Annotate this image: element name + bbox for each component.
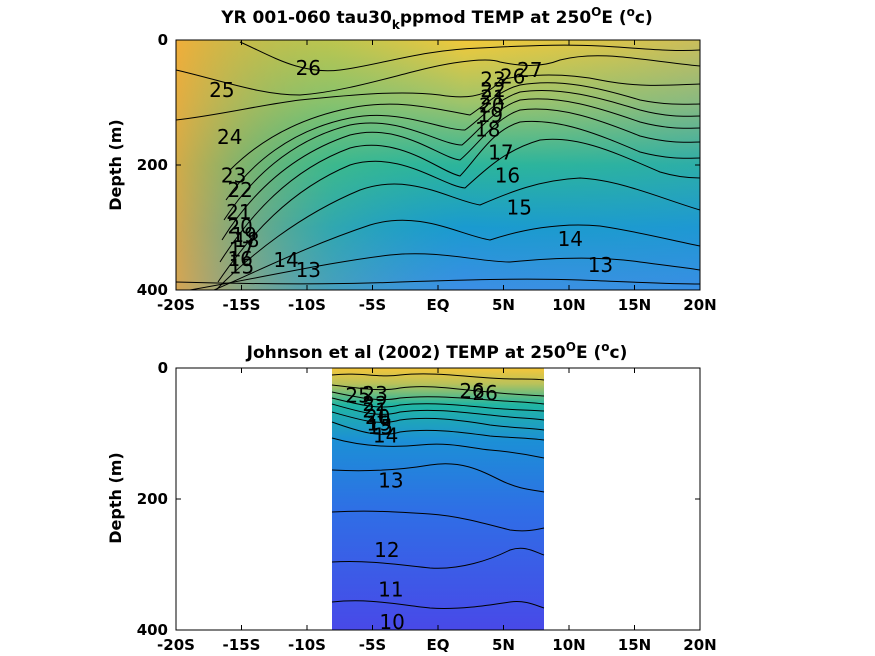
contour-label: 14 (373, 423, 398, 447)
x-tick-label: -15S (223, 296, 261, 314)
panel-1-field-shade (176, 40, 700, 290)
contour-label: 27 (517, 58, 542, 82)
contour-label: 25 (345, 384, 370, 408)
contour-label: 18 (234, 228, 259, 252)
panel-2-ticks: -20S -15S -10S -5S EQ 5N 10N 15N 20N 0 200 400 (137, 359, 717, 654)
contour-label: 21 (226, 200, 251, 224)
y-tick-label: 200 (137, 490, 168, 508)
contour-label: 26 (459, 379, 484, 403)
panel-2-field (332, 368, 544, 630)
panel-2-contour-lines (331, 373, 545, 609)
x-tick-label: 10N (552, 296, 585, 314)
panel-1: YR 001-060 tau30kppmod TEMP at 250OE (oc… (106, 5, 717, 314)
x-tick-label: EQ (427, 636, 450, 654)
contour-label: 17 (488, 141, 513, 165)
x-tick-label: 10N (552, 636, 585, 654)
contour-label: 25 (209, 78, 234, 102)
contour-label: 22 (227, 178, 252, 202)
y-tick-label: 0 (158, 31, 168, 49)
contour-label: 21 (480, 86, 505, 110)
contour-label: 23 (480, 67, 505, 91)
contour-label: 20 (479, 94, 504, 118)
x-tick-label: 20N (683, 636, 716, 654)
contour-label: 13 (296, 258, 321, 282)
panel-2-title: Johnson et al (2002) TEMP at 250OE (oc) (246, 340, 628, 363)
panel-2-ylabel: Depth (m) (106, 452, 125, 544)
x-tick-label: 15N (618, 296, 651, 314)
panel-1-ticks: -20S -15S -10S -5S EQ 5N 10N 15N 20N 0 200 400 (137, 31, 717, 314)
contour-label: 26 (500, 64, 525, 88)
contour-label: 20 (227, 214, 252, 238)
contour-label: 19 (478, 103, 503, 127)
contour-label: 23 (362, 382, 387, 406)
x-tick-label: -10S (288, 296, 326, 314)
contour-label: 26 (296, 56, 321, 80)
x-tick-label: 15N (618, 636, 651, 654)
x-tick-label: 5N (492, 636, 515, 654)
contour-label: 15 (368, 415, 393, 439)
contour-label: 14 (558, 227, 583, 251)
y-tick-label: 0 (158, 359, 168, 377)
x-tick-label: EQ (427, 296, 450, 314)
contour-label: 12 (374, 538, 399, 562)
contour-label: 11 (378, 577, 403, 601)
x-tick-label: 5N (492, 296, 515, 314)
panel-1-title: YR 001-060 tau30kppmod TEMP at 250OE (oc… (220, 5, 653, 32)
contour-label: 24 (217, 125, 242, 149)
contour-label: 13 (588, 253, 613, 277)
contour-label: 20 (365, 405, 390, 429)
x-tick-label: -15S (223, 636, 261, 654)
y-tick-label: 200 (137, 156, 168, 174)
x-tick-label: -20S (157, 636, 195, 654)
contour-label: 13 (378, 469, 403, 493)
contour-label: 15 (506, 196, 531, 220)
y-tick-label: 400 (137, 281, 168, 299)
x-tick-label: 20N (683, 296, 716, 314)
contour-label: 18 (475, 117, 500, 141)
y-tick-label: 400 (137, 621, 168, 639)
contour-label: 14 (273, 248, 298, 272)
contour-label: 10 (379, 610, 404, 634)
x-tick-label: -10S (288, 636, 326, 654)
contour-label: 23 (221, 164, 246, 188)
x-tick-label: -5S (359, 636, 386, 654)
contour-label: 15 (229, 254, 254, 278)
panel-1-contour-lines (175, 41, 701, 291)
contour-label: 22 (480, 78, 505, 102)
contour-label: 17 (229, 237, 254, 261)
contour-label: 22 (362, 392, 387, 416)
contour-label: 26 (472, 381, 497, 405)
contour-label: 16 (227, 247, 252, 271)
panel-2: Johnson et al (2002) TEMP at 250OE (oc) … (106, 340, 717, 654)
x-tick-label: -5S (359, 296, 386, 314)
contour-label: 21 (362, 399, 387, 423)
contour-label: 19 (231, 223, 256, 247)
contour-label: 19 (366, 412, 391, 436)
contour-label: 16 (495, 164, 520, 188)
panel-1-ylabel: Depth (m) (106, 119, 125, 211)
x-tick-label: -20S (157, 296, 195, 314)
